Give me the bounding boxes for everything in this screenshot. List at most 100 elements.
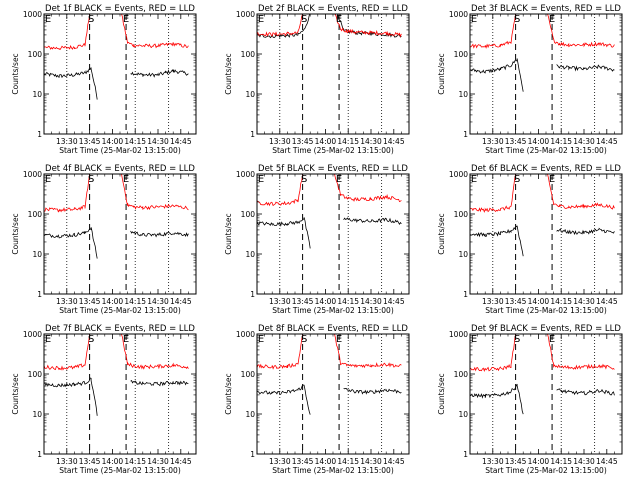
y-tick-label: 1000 bbox=[23, 170, 42, 179]
series-red bbox=[44, 174, 189, 213]
series-black bbox=[257, 384, 402, 415]
x-axis-label: Start Time (25-Mar-02 13:15:00) bbox=[272, 466, 394, 475]
x-tick-label: 13:45 bbox=[505, 297, 527, 306]
y-tick-label: 1 bbox=[37, 450, 42, 459]
interval-marker: E bbox=[123, 334, 129, 345]
y-axis-label: Counts/sec bbox=[224, 53, 233, 94]
interval-marker: E bbox=[336, 174, 342, 185]
x-axis-label: Start Time (25-Mar-02 13:15:00) bbox=[59, 146, 181, 155]
x-tick-label: 14:45 bbox=[596, 137, 618, 146]
x-tick-label: 14:15 bbox=[337, 297, 359, 306]
y-tick-label: 1 bbox=[250, 290, 255, 299]
x-tick-label: 14:45 bbox=[170, 457, 192, 466]
interval-marker: S bbox=[301, 174, 307, 185]
y-tick-label: 10 bbox=[458, 410, 468, 419]
y-tick-label: 10 bbox=[245, 90, 255, 99]
series-black bbox=[257, 217, 402, 249]
panel-title: Det 4f BLACK = Events, RED = LLD bbox=[45, 164, 195, 174]
x-tick-label: 14:45 bbox=[170, 297, 192, 306]
series-red bbox=[470, 334, 615, 372]
y-tick-label: 10 bbox=[32, 410, 42, 419]
series-red bbox=[257, 174, 402, 207]
y-tick-label: 100 bbox=[241, 210, 256, 219]
series-black bbox=[44, 227, 189, 259]
panel-title: Det 2f BLACK = Events, RED = LLD bbox=[258, 4, 408, 14]
x-tick-label: 14:45 bbox=[383, 457, 405, 466]
panel-title: Det 5f BLACK = Events, RED = LLD bbox=[258, 164, 408, 174]
y-tick-label: 1000 bbox=[449, 170, 468, 179]
y-axis-label: Counts/sec bbox=[11, 373, 20, 414]
x-tick-label: 14:45 bbox=[596, 457, 618, 466]
interval-marker: S bbox=[88, 174, 94, 185]
x-tick-label: 13:45 bbox=[505, 457, 527, 466]
x-tick-label: 14:30 bbox=[573, 137, 595, 146]
x-tick-label: 14:00 bbox=[528, 457, 550, 466]
x-tick-label: 14:00 bbox=[102, 457, 124, 466]
y-axis-label: Counts/sec bbox=[437, 373, 446, 414]
y-tick-label: 1 bbox=[463, 130, 468, 139]
x-tick-label: 14:45 bbox=[383, 297, 405, 306]
y-tick-label: 10 bbox=[32, 90, 42, 99]
panel-det-6: Det 6f BLACK = Events, RED = LLD 1 10 100 10… bbox=[437, 164, 623, 315]
y-tick-label: 1000 bbox=[236, 10, 255, 19]
panel-det-8: Det 8f BLACK = Events, RED = LLD 1 10 100 10… bbox=[224, 324, 410, 475]
y-axis-label: Counts/sec bbox=[437, 53, 446, 94]
y-tick-label: 100 bbox=[28, 50, 43, 59]
x-axis-label: Start Time (25-Mar-02 13:15:00) bbox=[485, 306, 607, 315]
y-tick-label: 1000 bbox=[23, 330, 42, 339]
interval-marker: S bbox=[514, 174, 520, 185]
y-tick-label: 1 bbox=[37, 290, 42, 299]
x-axis-label: Start Time (25-Mar-02 13:15:00) bbox=[485, 466, 607, 475]
y-tick-label: 1 bbox=[37, 130, 42, 139]
x-tick-label: 14:30 bbox=[147, 457, 169, 466]
y-tick-label: 1000 bbox=[23, 10, 42, 19]
x-tick-label: 14:00 bbox=[102, 297, 124, 306]
panel-det-4: Det 4f BLACK = Events, RED = LLD 1 10 100 10… bbox=[11, 164, 197, 315]
panel-title: Det 3f BLACK = Events, RED = LLD bbox=[471, 4, 621, 14]
y-tick-label: 1000 bbox=[236, 330, 255, 339]
series-red bbox=[257, 334, 402, 370]
x-tick-label: 14:30 bbox=[360, 297, 382, 306]
series-black bbox=[470, 58, 615, 92]
panel-det-1: Det 1f BLACK = Events, RED = LLD 1 10 100 10… bbox=[11, 4, 197, 155]
x-tick-label: 14:15 bbox=[124, 297, 146, 306]
y-tick-label: 100 bbox=[241, 370, 256, 379]
y-tick-label: 100 bbox=[28, 370, 43, 379]
x-tick-label: 13:45 bbox=[79, 297, 101, 306]
y-tick-label: 1000 bbox=[449, 10, 468, 19]
panel-det-9: Det 9f BLACK = Events, RED = LLD 1 10 100 10… bbox=[437, 324, 623, 475]
y-tick-label: 100 bbox=[454, 210, 469, 219]
y-axis-label: Counts/sec bbox=[11, 213, 20, 254]
x-tick-label: 14:45 bbox=[383, 137, 405, 146]
x-tick-label: 14:15 bbox=[337, 137, 359, 146]
x-tick-label: 14:15 bbox=[337, 457, 359, 466]
interval-marker: E bbox=[336, 14, 342, 25]
series-red bbox=[44, 334, 189, 371]
x-tick-label: 14:00 bbox=[315, 297, 337, 306]
x-tick-label: 14:00 bbox=[102, 137, 124, 146]
y-tick-label: 1 bbox=[463, 450, 468, 459]
y-tick-label: 1000 bbox=[449, 330, 468, 339]
x-tick-label: 14:00 bbox=[315, 137, 337, 146]
y-tick-label: 100 bbox=[454, 50, 469, 59]
x-axis-label: Start Time (25-Mar-02 13:15:00) bbox=[59, 466, 181, 475]
panel-title: Det 9f BLACK = Events, RED = LLD bbox=[471, 324, 621, 334]
panel-title: Det 8f BLACK = Events, RED = LLD bbox=[258, 324, 408, 334]
x-tick-label: 13:30 bbox=[56, 297, 78, 306]
x-tick-label: 14:45 bbox=[596, 297, 618, 306]
y-axis-label: Counts/sec bbox=[224, 373, 233, 414]
x-tick-label: 14:30 bbox=[573, 457, 595, 466]
interval-marker: E bbox=[471, 14, 477, 25]
interval-marker: S bbox=[301, 14, 307, 25]
x-tick-label: 14:45 bbox=[170, 137, 192, 146]
y-tick-label: 10 bbox=[245, 250, 255, 259]
x-tick-label: 13:30 bbox=[269, 457, 291, 466]
x-axis-label: Start Time (25-Mar-02 13:15:00) bbox=[272, 146, 394, 155]
y-tick-label: 10 bbox=[32, 250, 42, 259]
panel-title: Det 1f BLACK = Events, RED = LLD bbox=[45, 4, 195, 14]
interval-marker: E bbox=[549, 334, 555, 345]
series-red bbox=[470, 174, 615, 213]
panel-det-7: Det 7f BLACK = Events, RED = LLD 1 10 100 10… bbox=[11, 324, 197, 475]
x-tick-label: 13:45 bbox=[292, 297, 314, 306]
